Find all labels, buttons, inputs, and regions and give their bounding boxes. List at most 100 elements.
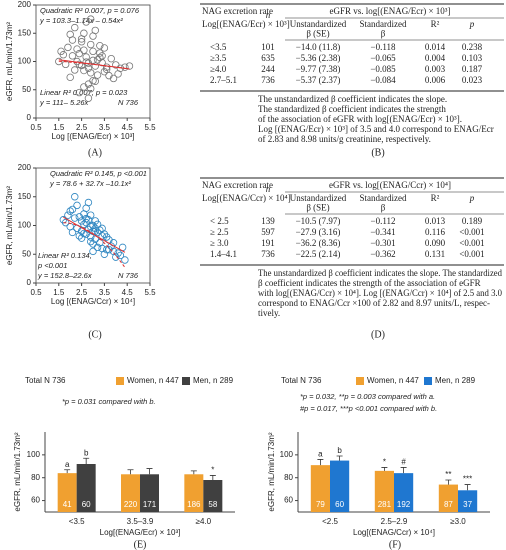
table-subheader: Standardized: [360, 193, 407, 203]
table-subheader: β: [381, 29, 386, 39]
point: [93, 56, 102, 64]
table-cell: 0.131: [425, 249, 445, 259]
table-header: eGFR vs. log[(ENAG/Ecr) × 10³]: [329, 6, 450, 16]
table-cell: −0.301: [370, 238, 395, 248]
bar: [140, 474, 159, 512]
table-header: eGFR vs. log[(ENAG/Ccr) × 10⁴]: [329, 180, 451, 190]
point: [89, 247, 97, 256]
table-cell: −10.5 (7.97): [296, 216, 341, 226]
legend-swatch: [424, 377, 432, 385]
point: [75, 88, 84, 97]
table-cell: 0.014: [425, 42, 446, 52]
significance-marker: b: [337, 446, 342, 455]
error-bar: [381, 467, 388, 471]
point: [107, 54, 115, 63]
table-note: The standardized β coefficient indicates…: [258, 104, 446, 114]
bar: [121, 474, 140, 512]
table-cell: 1.4–4.1: [210, 249, 237, 259]
point: [100, 44, 109, 52]
x-tick-label: 2.5–2.9: [381, 517, 408, 526]
fit-line: [63, 222, 126, 268]
table-note: of the association of eGFR with log[(ENA…: [258, 114, 462, 124]
significance-marker: *: [383, 458, 386, 467]
bar-count: 171: [143, 500, 157, 509]
table-cell: −0.362: [370, 249, 395, 259]
y-tick-label: 0: [27, 278, 32, 287]
y-tick-label: 200: [18, 0, 32, 9]
table-cell: −36.2 (8.36): [296, 238, 341, 248]
total-label: Total N 736: [25, 376, 66, 385]
x-tick-label: 3.5–3.9: [127, 517, 154, 526]
error-bar: [64, 469, 71, 474]
y-tick-label: 100: [280, 450, 294, 459]
x-tick-label: <3.5: [69, 517, 85, 526]
point: [98, 52, 106, 60]
point: [80, 66, 88, 75]
point: [105, 245, 113, 254]
point: [114, 249, 122, 257]
point: [89, 240, 97, 248]
table-note: The unstandardized β coefficient indicat…: [258, 94, 447, 104]
table-subheader: β (SE): [306, 203, 329, 213]
bar-count: 281: [378, 500, 392, 509]
y-tick-label: 60: [284, 496, 293, 505]
x-tick-label: 2.5: [76, 288, 88, 297]
y-tick-label: 0: [27, 113, 32, 122]
table-cell: ≥3.5: [210, 53, 227, 63]
point: [93, 220, 102, 229]
point: [77, 234, 86, 242]
table-cell: −0.112: [371, 216, 396, 226]
x-tick-label: 3.5: [99, 288, 111, 297]
table-cell: −0.085: [370, 64, 396, 74]
fit-line: [58, 59, 130, 70]
point: [75, 49, 84, 58]
error-bar: [317, 459, 324, 466]
point: [77, 38, 86, 46]
point: [73, 45, 81, 53]
legend-label: Men, n 289: [435, 376, 476, 385]
x-axis-label: Log[(ENAG/Ecr) × 10³]: [100, 528, 181, 537]
table-cell: 635: [261, 53, 275, 63]
y-tick-label: 150: [18, 28, 32, 37]
point: [80, 29, 88, 37]
error-bar: [127, 469, 134, 475]
table-cell: <0.001: [459, 227, 484, 237]
legend-swatch: [182, 377, 190, 385]
point: [55, 57, 63, 66]
table-cell: <0.001: [459, 249, 484, 259]
x-tick-label: 2.5: [76, 123, 88, 132]
annotation: y = 78.6 + 32.7x –10.1x²: [49, 179, 131, 188]
plot-frame: [35, 167, 151, 284]
point: [96, 53, 104, 62]
table-cell: < 2.5: [210, 216, 229, 226]
bar: [374, 470, 394, 512]
annotation: Quadratic R² 0.007, p = 0.076: [40, 6, 140, 15]
table-cell: <3.5: [210, 42, 227, 52]
error-bar: [336, 455, 343, 461]
point: [71, 193, 79, 201]
total-label: Total N 736: [281, 376, 322, 385]
y-tick-label: 150: [18, 192, 32, 201]
x-tick-label: 0.5: [30, 123, 42, 132]
bar: [458, 490, 478, 512]
x-tick-label: 0.5: [30, 288, 42, 297]
bar-count: 58: [208, 500, 217, 509]
y-axis-label: eGFR, mL/min/1.73m²: [5, 186, 14, 265]
table-cell: 597: [261, 227, 275, 237]
x-tick-label: 3.5: [99, 123, 111, 132]
bar-count: 37: [463, 500, 472, 509]
point: [91, 26, 99, 35]
point: [116, 251, 125, 260]
y-tick-label: 100: [18, 221, 32, 230]
y-tick-label: 80: [284, 473, 293, 482]
table-cell: 2.7–5.1: [210, 75, 237, 85]
point: [105, 71, 113, 80]
point: [84, 64, 93, 72]
table-subheader: R²: [431, 193, 440, 203]
table-cell: 736: [261, 249, 275, 259]
annotation: N 736: [118, 98, 139, 107]
y-tick-label: 100: [18, 57, 32, 66]
annotation: p <0.001: [37, 261, 67, 270]
table-cell: −27.9 (3.16): [296, 227, 341, 237]
annotation: Quadratic R² 0.145, p <0.001: [50, 169, 147, 178]
